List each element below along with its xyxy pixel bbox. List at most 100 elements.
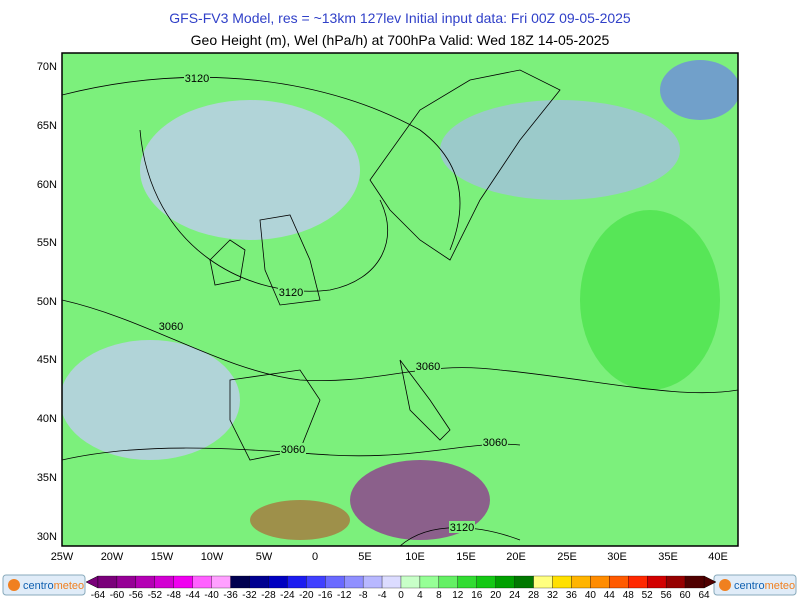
lat-label: 50N (37, 296, 57, 308)
colorbar-label: -48 (167, 590, 182, 600)
colorbar-label: 56 (661, 590, 673, 600)
colorbar-cell (438, 575, 458, 589)
colorbar-label: -8 (359, 590, 368, 600)
colorbar-cell (135, 575, 155, 589)
colorbar-label: 8 (436, 590, 442, 600)
map-labels: 70N 65N 60N 55N 50N 45N 40N 35N 30N 25W 20W 15W 10W 5… (37, 61, 728, 563)
contour-label: 3120 (450, 522, 474, 534)
colorbar-label: 40 (585, 590, 597, 600)
lon-label: 35E (658, 551, 678, 563)
contour-label-bg (280, 443, 306, 455)
contour-label: 3060 (159, 321, 183, 333)
colorbar-label: -56 (129, 590, 144, 600)
contour-label: 3060 (483, 437, 507, 449)
colorbar-cell (192, 575, 212, 589)
colorbar-label: 44 (604, 590, 616, 600)
logo-left: centrometeo (2, 574, 86, 596)
lat-label: 60N (37, 179, 57, 191)
lon-label: 40E (708, 551, 728, 563)
lon-label: 20W (101, 551, 124, 563)
lon-label: 15E (456, 551, 476, 563)
lat-label: 65N (37, 120, 57, 132)
colorbar-cell (533, 575, 553, 589)
colorbar-label: -32 (242, 590, 257, 600)
colorbar-cell (362, 575, 383, 589)
colorbar-label: -12 (337, 590, 352, 600)
contour-label-bg (278, 286, 304, 298)
logo-box (713, 574, 797, 596)
colorbar-cell (381, 575, 402, 589)
colorbar-cell (457, 575, 477, 589)
logo-icon (8, 579, 20, 591)
field-patch (350, 460, 490, 540)
field-patch (660, 60, 738, 120)
colorbar-label: 52 (642, 590, 654, 600)
colorbar-cell (116, 575, 137, 589)
colorbar-cell (325, 575, 345, 589)
contour-label-bg (184, 72, 210, 84)
colorbar-cell (287, 575, 307, 589)
coastline (209, 214, 321, 306)
field-patch (250, 500, 350, 540)
lon-label: 5E (358, 551, 371, 563)
contour (62, 443, 521, 461)
colorbar-label: 4 (417, 590, 423, 600)
lon-label: 5W (256, 551, 273, 563)
colorbar-cell (173, 575, 193, 589)
colorbar-label: 24 (509, 590, 521, 600)
lat-label: 35N (37, 472, 57, 484)
lon-label: 30E (607, 551, 627, 563)
colorbar-cell (647, 575, 667, 589)
colorbar-cell (495, 575, 515, 589)
colorbar-label: -64 (91, 590, 106, 600)
lat-label: 55N (37, 237, 57, 249)
lon-label: 20E (506, 551, 526, 563)
colorbar-cell (268, 575, 288, 589)
field-patch (440, 100, 680, 200)
colorbar-label: -40 (204, 590, 219, 600)
colorbar-cell (249, 575, 269, 589)
colorbar-label: 48 (623, 590, 635, 600)
contour-label-bg (482, 436, 508, 448)
lon-label: 10E (405, 551, 425, 563)
logo-right: centrometeo (713, 574, 797, 596)
colorbar-cell (665, 575, 686, 589)
contour-label: 3120 (185, 73, 209, 85)
contour-label-bg (449, 521, 475, 533)
header-line1: GFS-FV3 Model, res = ~13km 127lev Initia… (169, 10, 631, 26)
colorbar-cell (344, 575, 364, 589)
contour-label: 3060 (416, 361, 440, 373)
colorbar-cell (476, 575, 496, 589)
contour-label-bg (158, 320, 184, 332)
lat-label: 30N (37, 531, 57, 543)
map-field (61, 52, 739, 547)
colorbar-cell (609, 575, 629, 589)
colorbar-cell (552, 575, 572, 589)
lat-label: 40N (37, 413, 57, 425)
colorbar-label: 28 (528, 590, 540, 600)
contour-label: 3120 (279, 287, 303, 299)
map-frame (61, 52, 739, 547)
lat-label: 45N (37, 354, 57, 366)
colorbar-label: 20 (490, 590, 502, 600)
header-line2: Geo Height (m), Wel (hPa/h) at 700hPa Va… (191, 32, 610, 48)
colorbar-label: -44 (185, 590, 200, 600)
logo-icon (719, 579, 731, 591)
contour-label-bg (415, 360, 441, 372)
colorbar-label: -4 (378, 590, 387, 600)
colorbar-cell (628, 575, 648, 589)
colorbar-label: -20 (299, 590, 314, 600)
colorbar-cell (211, 575, 231, 589)
lon-label: 25W (51, 551, 74, 563)
colorbar-label: -24 (280, 590, 295, 600)
logo-text: centrometeo (23, 580, 84, 592)
logo-text: centrometeo (734, 580, 795, 592)
colorbar-label: 60 (680, 590, 692, 600)
field-patch (62, 340, 240, 460)
colorbar-cell (684, 575, 705, 589)
colorbar-label: -60 (110, 590, 125, 600)
colorbar-label: 0 (398, 590, 404, 600)
colorbar-label: 36 (566, 590, 578, 600)
logo-part: centro (23, 580, 54, 592)
